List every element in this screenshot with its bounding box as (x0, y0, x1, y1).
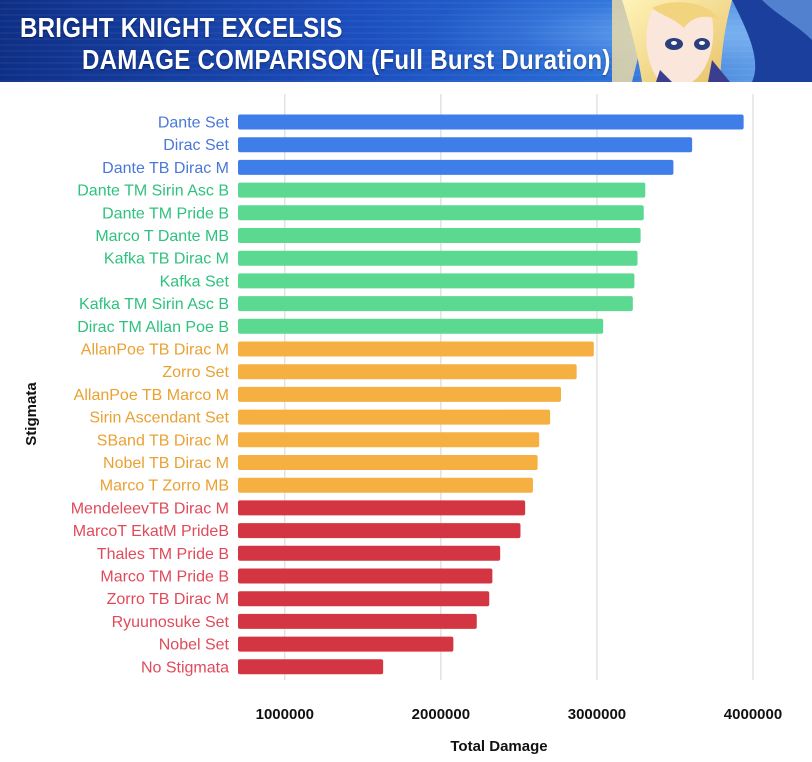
category-label-10: AllanPoe TB Dirac M (81, 342, 229, 359)
bar-11 (238, 364, 577, 380)
category-label-14: SBand TB Dirac M (97, 432, 229, 449)
category-label-17: MendeleevTB Dirac M (71, 500, 229, 517)
bar-8 (238, 296, 633, 312)
category-label-5: Marco T Dante MB (95, 228, 229, 245)
bar-21 (238, 591, 490, 607)
category-label-22: Ryuunosuke Set (112, 614, 230, 631)
category-label-8: Kafka TM Sirin Asc B (79, 296, 229, 313)
character-portrait (612, 0, 812, 82)
category-label-15: Nobel TB Dirac M (103, 455, 229, 472)
category-label-9: Dirac TM Allan Poe B (77, 319, 229, 336)
bar-7 (238, 273, 635, 289)
bar-5 (238, 228, 641, 243)
bar-16 (238, 477, 533, 493)
x-tick-label-1: 2000000 (412, 706, 470, 723)
bar-0 (238, 114, 744, 130)
category-label-21: Zorro TB Dirac M (107, 591, 229, 608)
category-label-23: Nobel Set (159, 637, 230, 654)
category-label-18: MarcoT EkatM PrideB (73, 523, 229, 540)
bar-19 (238, 545, 501, 561)
category-label-2: Dante TB Dirac M (102, 160, 229, 177)
category-label-4: Dante TM Pride B (102, 205, 229, 222)
title-banner: BRIGHT KNIGHT EXCELSIS DAMAGE COMPARISON… (0, 0, 812, 82)
title-line-1: BRIGHT KNIGHT EXCELSIS (20, 12, 343, 43)
bar-3 (238, 182, 646, 198)
category-label-16: Marco T Zorro MB (100, 478, 229, 495)
bar-9 (238, 318, 604, 334)
category-label-12: AllanPoe TB Marco M (74, 387, 229, 404)
bar-12 (238, 386, 562, 402)
bar-22 (238, 613, 477, 629)
category-label-3: Dante TM Sirin Asc B (77, 183, 229, 200)
bar-15 (238, 455, 538, 470)
bar-20 (238, 568, 493, 584)
bar-6 (238, 250, 638, 266)
bar-18 (238, 523, 521, 539)
category-label-0: Dante Set (158, 115, 230, 132)
category-label-11: Zorro Set (162, 364, 229, 381)
title-line-2: DAMAGE COMPARISON (Full Burst Duration) (82, 44, 611, 75)
bar-2 (238, 159, 674, 175)
bar-24 (238, 659, 384, 675)
bar-23 (238, 636, 454, 652)
bar-14 (238, 432, 540, 448)
category-label-1: Dirac Set (163, 137, 229, 154)
x-tick-label-0: 1000000 (256, 706, 314, 723)
category-label-6: Kafka TB Dirac M (104, 251, 229, 268)
bar-4 (238, 205, 644, 221)
x-tick-label-2: 3000000 (568, 706, 626, 723)
x-tick-label-3: 4000000 (724, 706, 782, 723)
category-label-13: Sirin Ascendant Set (89, 410, 229, 427)
bar-chart: Dante Set Dirac Set Dante TB Dirac M Dante … (23, 94, 782, 755)
bar-17 (238, 500, 526, 516)
category-label-24: No Stigmata (141, 659, 229, 676)
category-label-20: Marco TM Pride B (100, 569, 229, 586)
category-label-19: Thales TM Pride B (97, 546, 229, 563)
category-label-7: Kafka Set (160, 273, 230, 290)
y-axis-title: Stigmata (23, 382, 40, 446)
bar-1 (238, 137, 693, 153)
bar-10 (238, 341, 594, 357)
x-axis-title: Total Damage (450, 738, 547, 755)
bar-13 (238, 409, 551, 425)
